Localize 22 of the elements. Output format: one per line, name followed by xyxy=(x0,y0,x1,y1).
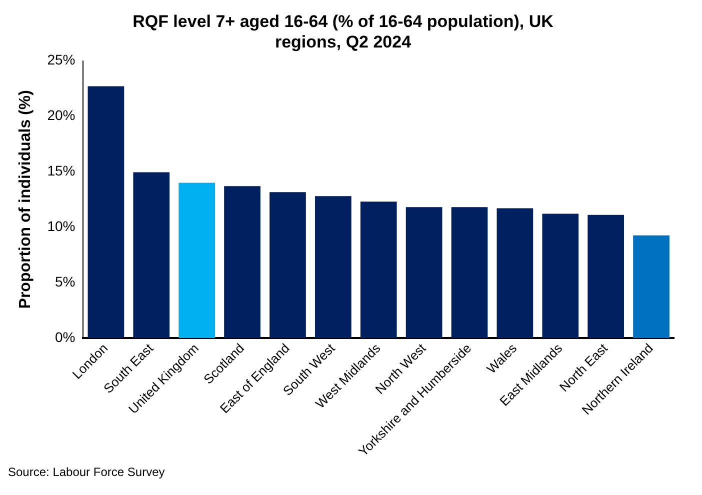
source-note: Source: Labour Force Survey xyxy=(8,465,166,479)
bar xyxy=(270,192,306,338)
bar xyxy=(406,207,442,338)
y-tick-label: 10% xyxy=(47,218,76,234)
bar xyxy=(542,214,579,338)
y-tick-label: 15% xyxy=(47,162,76,179)
y-tick-label: 0% xyxy=(54,328,76,345)
bar xyxy=(451,207,488,338)
bar xyxy=(588,214,624,338)
bar xyxy=(133,172,170,338)
y-axis-title: Proportion of individuals (%) xyxy=(17,90,34,309)
bar xyxy=(360,202,397,338)
y-tick-label: 20% xyxy=(47,107,76,124)
chart-title: RQF level 7+ aged 16-64 (% of 16-64 population), UK regions, Q2 2024 xyxy=(132,12,554,52)
y-tick-label: 5% xyxy=(54,273,76,290)
bar xyxy=(178,182,216,338)
bar xyxy=(633,235,670,338)
bar xyxy=(496,208,534,338)
bar xyxy=(314,196,352,338)
bar xyxy=(224,186,260,338)
y-tick-label: 25% xyxy=(47,52,76,68)
bar xyxy=(88,86,124,338)
